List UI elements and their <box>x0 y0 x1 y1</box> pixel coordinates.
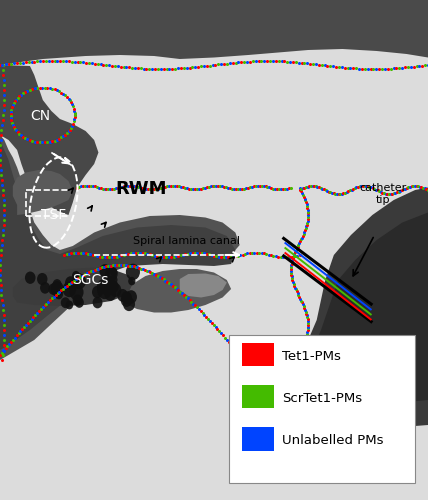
Circle shape <box>25 272 36 284</box>
Text: TSF: TSF <box>41 208 66 222</box>
Circle shape <box>117 289 128 302</box>
Text: Spiral lamina canal: Spiral lamina canal <box>133 236 240 246</box>
Text: Unlabelled PMs: Unlabelled PMs <box>282 434 384 447</box>
Polygon shape <box>180 274 227 297</box>
Circle shape <box>65 300 73 310</box>
Polygon shape <box>0 65 98 215</box>
Circle shape <box>92 297 102 308</box>
Circle shape <box>53 279 62 289</box>
Circle shape <box>121 292 132 304</box>
Text: SGCs: SGCs <box>72 273 108 287</box>
Polygon shape <box>128 269 231 312</box>
Bar <box>242 428 274 450</box>
Circle shape <box>109 283 121 297</box>
Circle shape <box>123 297 135 311</box>
Circle shape <box>105 266 118 281</box>
Circle shape <box>51 281 64 296</box>
Circle shape <box>37 273 48 285</box>
Polygon shape <box>13 268 137 306</box>
Bar <box>242 385 274 408</box>
Circle shape <box>40 282 50 294</box>
Text: SL: SL <box>354 350 370 364</box>
Circle shape <box>65 276 76 289</box>
Circle shape <box>55 290 63 300</box>
Circle shape <box>104 287 116 301</box>
Circle shape <box>121 294 132 307</box>
Circle shape <box>70 284 83 300</box>
Bar <box>242 343 274 366</box>
Polygon shape <box>0 0 428 65</box>
Text: ScrTet1-PMs: ScrTet1-PMs <box>282 392 363 404</box>
Polygon shape <box>300 188 428 426</box>
Polygon shape <box>0 135 240 360</box>
Circle shape <box>62 282 76 297</box>
Polygon shape <box>0 140 235 350</box>
Circle shape <box>97 282 112 299</box>
Circle shape <box>125 290 137 304</box>
Circle shape <box>61 298 70 308</box>
Circle shape <box>99 264 111 278</box>
Circle shape <box>97 279 110 294</box>
Bar <box>229 335 415 482</box>
Circle shape <box>110 275 118 284</box>
Circle shape <box>73 294 83 306</box>
Circle shape <box>108 280 119 293</box>
Text: CN: CN <box>30 109 51 123</box>
Circle shape <box>72 273 86 289</box>
Polygon shape <box>13 170 73 215</box>
Text: Tet1-PMs: Tet1-PMs <box>282 350 342 362</box>
Circle shape <box>126 264 140 280</box>
Text: catheter
tip: catheter tip <box>360 183 407 205</box>
Circle shape <box>110 268 118 276</box>
Circle shape <box>128 277 136 285</box>
Polygon shape <box>312 212 428 402</box>
Circle shape <box>75 297 84 308</box>
Circle shape <box>72 271 80 280</box>
Circle shape <box>92 286 103 298</box>
Text: RWM: RWM <box>116 180 167 198</box>
Circle shape <box>103 275 113 288</box>
Circle shape <box>48 284 58 295</box>
